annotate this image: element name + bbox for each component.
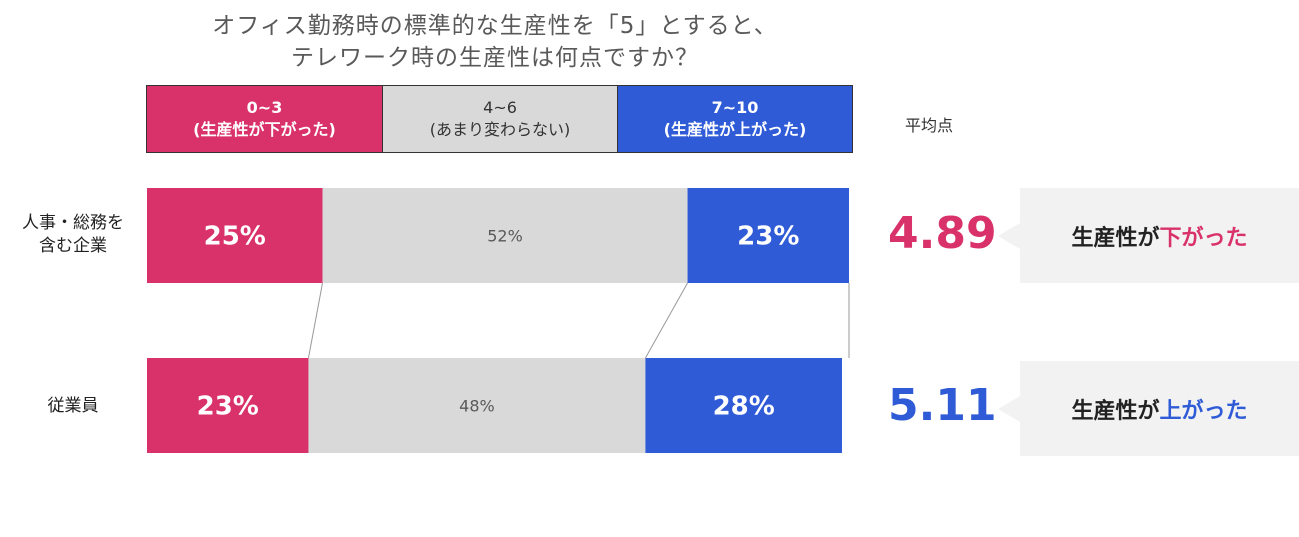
callout-employee: 生産性が 上がった [998,361,1299,456]
bar-label-employee-seg1: 23% [197,392,259,422]
average-header: 平均点 [905,116,954,135]
legend: 0~3 (生産性が下がった) 4~6 (あまり変わらない) 7~10 (生産性が… [146,85,853,153]
chart-title-line2: テレワーク時の生産性は何点ですか？ [291,45,699,71]
bar-label-hr-seg3: 23% [737,222,799,252]
legend-desc-mid: (あまり変わらない) [429,120,571,139]
connector-line-1 [307,282,323,359]
bar-hr-seg3 [687,188,849,283]
connector-line-2 [644,282,688,359]
row-label-hr: 人事・総務を 含む企業 [8,212,138,258]
row-label-hr-line1: 人事・総務を [22,213,124,233]
row-label-employee-line1: 従業員 [47,396,99,416]
legend-desc-high: (生産性が上がった) [663,120,807,139]
callout-hr: 生産性が 下がった [998,188,1299,283]
row-label-hr-line2: 含む企業 [39,236,107,256]
average-value-hr: 4.89 [888,208,997,259]
bar-label-hr-seg1: 25% [204,222,266,252]
row-label-employee: 従業員 [8,395,138,418]
bar-label-employee-seg3: 28% [713,392,775,422]
chart-title-line1: オフィス勤務時の標準的な生産性を「5」とすると、 [212,13,778,39]
bar-hr-seg1 [147,188,323,283]
legend-range-low: 0~3 [246,98,283,117]
legend-item-mid: 4~6 (あまり変わらない) [382,86,617,152]
bar-label-hr-seg2: 52% [487,227,523,246]
legend-range-high: 7~10 [711,98,759,117]
callout-employee-prefix: 生産性が [1071,398,1160,424]
legend-item-high: 7~10 (生産性が上がった) [617,86,852,152]
bar-employee-seg1 [147,358,309,453]
callout-hr-highlight: 下がった [1159,225,1248,251]
bar-employee-seg3 [645,358,842,453]
legend-range-mid: 4~6 [483,98,517,117]
legend-desc-low: (生産性が下がった) [193,120,336,139]
legend-item-low: 0~3 (生産性が下がった) [147,86,382,152]
callout-hr-prefix: 生産性が [1071,225,1160,251]
average-value-employee: 5.11 [888,380,997,431]
bar-label-employee-seg2: 48% [459,397,495,416]
callout-employee-highlight: 上がった [1159,398,1248,424]
bar-employee-seg2 [308,358,646,453]
bar-hr-seg2 [322,188,688,283]
